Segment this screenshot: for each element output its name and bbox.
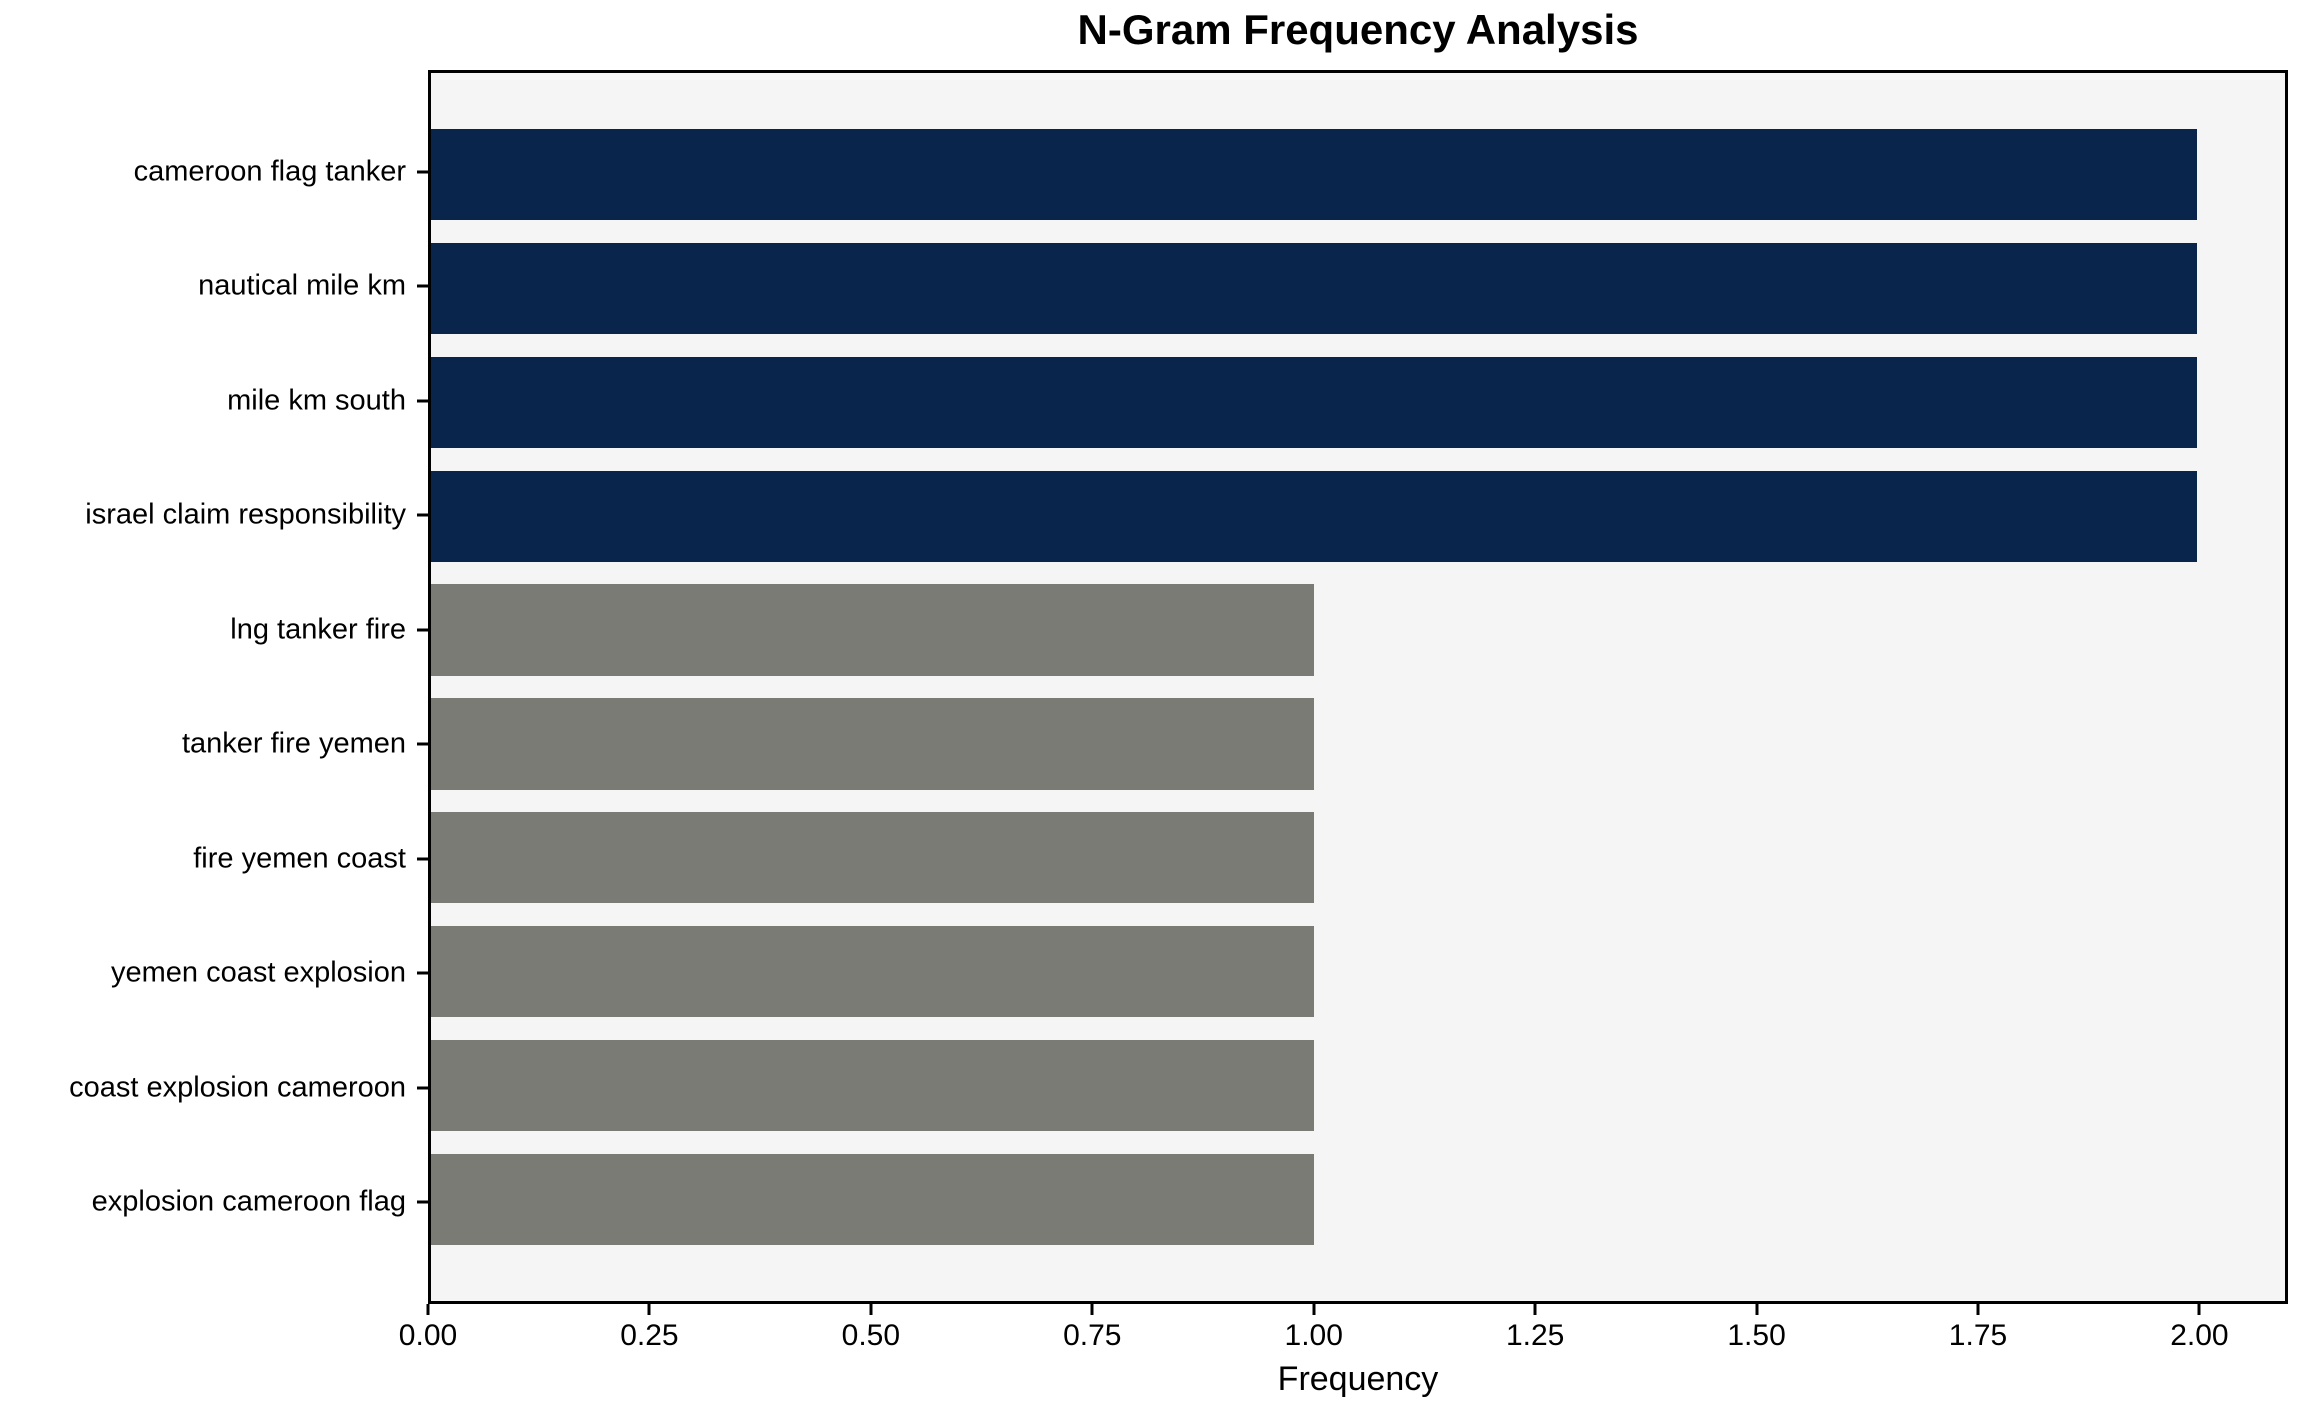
x-tick-mark — [869, 1304, 873, 1315]
y-tick-mark — [417, 513, 428, 517]
bar-cameroon-flag-tanker — [431, 128, 2197, 220]
x-tick-mark — [1533, 1304, 1537, 1315]
x-tick-label: 1.75 — [1948, 1319, 2008, 1352]
x-tick-mark — [1312, 1304, 1316, 1315]
y-tick-mark — [417, 742, 428, 746]
x-tick-mark — [647, 1304, 651, 1315]
y-tick-mark — [417, 170, 428, 174]
y-tick-mark — [417, 971, 428, 975]
bar-yemen-coast-explosion — [431, 926, 1314, 1018]
x-tick-mark — [426, 1304, 430, 1315]
y-tick-label: tanker fire yemen — [181, 727, 406, 760]
bar-mile-km-south — [431, 356, 2197, 448]
y-axis-tick-marks — [417, 70, 428, 1304]
y-axis-labels: cameroon flag tanker nautical mile km mile… — [0, 70, 406, 1304]
y-tick-label: cameroon flag tanker — [133, 155, 406, 188]
y-tick-label: yemen coast explosion — [111, 956, 406, 989]
y-tick-label: lng tanker fire — [230, 613, 406, 646]
x-tick-label: 0.00 — [398, 1319, 458, 1352]
x-axis-label: Frequency — [1277, 1360, 1439, 1398]
x-tick-mark — [2197, 1304, 2201, 1315]
y-tick-label: coast explosion cameroon — [69, 1071, 406, 1104]
y-tick-mark — [417, 1200, 428, 1204]
bar-explosion-cameroon-flag — [431, 1154, 1314, 1246]
x-tick-label: 0.50 — [841, 1319, 901, 1352]
bar-coast-explosion-cameroon — [431, 1040, 1314, 1132]
y-tick-label: explosion cameroon flag — [91, 1185, 406, 1218]
chart-title: N-Gram Frequency Analysis — [1077, 6, 1639, 53]
bar-tanker-fire-yemen — [431, 698, 1314, 790]
x-tick-label: 1.00 — [1284, 1319, 1343, 1352]
y-tick-mark — [417, 399, 428, 403]
bar-israel-claim-responsibility — [431, 470, 2197, 562]
y-tick-mark — [417, 1086, 428, 1090]
x-axis-tick-marks — [426, 1304, 2288, 1315]
x-tick-mark — [1976, 1304, 1980, 1315]
x-tick-label: 1.50 — [1727, 1319, 1786, 1352]
plot-area — [428, 70, 2288, 1304]
bar-fire-yemen-coast — [431, 812, 1314, 904]
y-tick-label: israel claim responsibility — [85, 498, 406, 531]
x-axis-tick-labels: 0.00 0.25 0.50 0.75 1.00 1.25 1.50 1.75 2.00 — [399, 1319, 2288, 1353]
x-tick-mark — [1090, 1304, 1094, 1315]
y-tick-label: mile km south — [227, 384, 406, 417]
bar-lng-tanker-fire — [431, 584, 1314, 676]
y-tick-mark — [417, 857, 428, 861]
y-tick-label: nautical mile km — [198, 269, 406, 302]
x-tick-label: 1.25 — [1505, 1319, 1565, 1352]
x-tick-label: 0.25 — [620, 1319, 679, 1352]
x-tick-label: 2.00 — [2170, 1319, 2229, 1352]
y-tick-mark — [417, 628, 428, 632]
y-tick-mark — [417, 284, 428, 288]
x-tick-mark — [1755, 1304, 1759, 1315]
y-tick-label: fire yemen coast — [193, 842, 406, 875]
x-tick-label: 0.75 — [1063, 1319, 1122, 1352]
bar-nautical-mile-km — [431, 242, 2197, 334]
